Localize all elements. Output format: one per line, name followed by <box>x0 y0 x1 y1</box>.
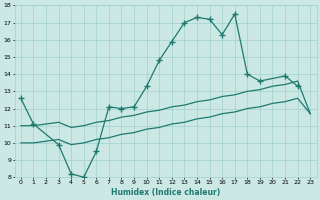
X-axis label: Humidex (Indice chaleur): Humidex (Indice chaleur) <box>111 188 220 197</box>
